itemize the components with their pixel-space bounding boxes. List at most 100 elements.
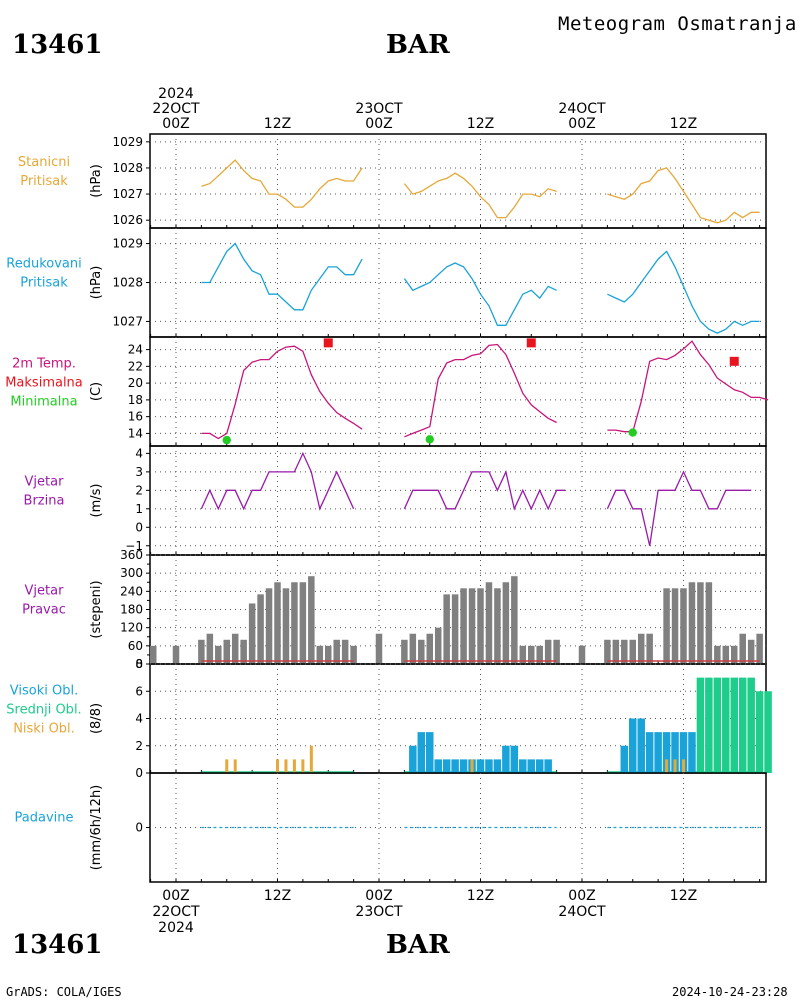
ytick-label-temperature-3: 20	[128, 376, 143, 390]
wind-dir-bar-55	[714, 645, 721, 664]
panel-frame-station_pressure	[149, 133, 767, 229]
wind-dir-bar-9	[257, 594, 264, 664]
wind-dir-bar-7	[240, 639, 247, 664]
panel-label-temperature-0: 2m Temp.	[12, 357, 76, 372]
ytick-label-precipitation-0: 0	[135, 821, 143, 835]
cloud-high-bar-4	[442, 759, 451, 773]
bottom-time-label-4-1: 24OCT	[558, 904, 606, 920]
panel-label-reduced_pressure-0: Redukovani	[6, 257, 81, 272]
cloud-low-bar-9	[673, 759, 677, 773]
ytick-label-wind_direction-2: 120	[120, 621, 143, 635]
series-line-temperature-2	[607, 340, 769, 433]
wind-dir-bar-52	[688, 582, 696, 664]
wind-dir-bar-8	[248, 603, 256, 664]
series-line-reduced_pressure-0	[201, 242, 363, 311]
wind-dir-bar-26	[434, 627, 442, 664]
wind-dir-bar-33	[494, 588, 501, 664]
cloud-low-bar-6	[309, 745, 313, 773]
cloud-high-bar-9	[485, 759, 493, 773]
bottom-time-label-5-0: 12Z	[670, 888, 697, 904]
footer-timestamp: 2024-10-24-23:28	[672, 985, 788, 999]
station-name-top: BAR	[386, 30, 450, 60]
cloud-high-bar-13	[519, 759, 527, 773]
wind-dir-bar-10	[265, 588, 273, 664]
cloud-mid-bar-1	[705, 677, 713, 773]
ytick-label-wind_speed-2: 1	[135, 502, 143, 516]
cloud-high-bar-10	[493, 759, 502, 773]
ytick-label-wind_direction-5: 300	[120, 566, 143, 580]
meteogram-title: Meteogram Osmatranja	[558, 13, 797, 35]
ytick-label-clouds-1: 2	[135, 739, 143, 753]
ytick-label-station_pressure-0: 1026	[112, 213, 143, 227]
wind-dir-bar-21	[375, 633, 383, 664]
panel-frame-reduced_pressure	[149, 227, 767, 338]
cloud-mid-bar-6	[747, 677, 755, 773]
ytick-label-temperature-4: 22	[128, 359, 143, 373]
ytick-label-wind_direction-4: 240	[120, 584, 143, 598]
cloud-low-bar-3	[284, 759, 288, 773]
series-line-temperature-0	[201, 345, 363, 440]
wind-dir-bar-20	[350, 645, 357, 664]
cloud-high-bar-23	[671, 732, 679, 773]
cloud-high-bar-19	[637, 718, 645, 773]
wind-dir-bar-31	[477, 588, 484, 664]
cloud-mid-bar-5	[738, 677, 747, 773]
panel-label-precipitation-0: Padavine	[15, 811, 74, 826]
unit-label-reduced_pressure: (hPa)	[89, 266, 104, 300]
ytick-label-temperature-1: 16	[128, 410, 143, 424]
cloud-low-bar-5	[301, 759, 305, 773]
top-time-label-0-2: 00Z	[162, 116, 189, 132]
ytick-label-station_pressure-1: 1027	[112, 187, 143, 201]
ytick-label-reduced_pressure-2: 1029	[112, 237, 143, 251]
ytick-label-wind_speed-3: 2	[135, 483, 143, 497]
series-line-station_pressure-0	[201, 159, 363, 208]
ytick-label-clouds-2: 4	[135, 712, 143, 726]
series-line-reduced_pressure-1	[403, 262, 557, 326]
wind-dir-bar-12	[282, 588, 290, 664]
top-time-label-0-1: 22OCT	[152, 101, 200, 117]
top-time-label-3-0: 12Z	[467, 116, 494, 132]
panel-label-wind_speed-0: Vjetar	[25, 475, 65, 490]
ytick-label-clouds-3: 6	[135, 684, 143, 698]
cloud-low-bar-1	[233, 759, 237, 773]
cloud-high-bar-8	[476, 759, 485, 773]
panel-label-clouds-1: Srednji Obl.	[6, 703, 81, 718]
wind-dir-bar-0	[150, 645, 157, 664]
wind-dir-bar-39	[544, 639, 552, 664]
wind-dir-bar-40	[553, 639, 560, 664]
cloud-high-bar-24	[679, 732, 688, 773]
wind-dir-bar-59	[747, 639, 755, 664]
wind-dir-bar-4	[215, 645, 222, 664]
cloud-low-bar-10	[682, 759, 685, 773]
wind-dir-bar-6	[231, 633, 239, 664]
ytick-label-station_pressure-2: 1028	[112, 161, 143, 175]
panel-frame-wind_speed	[149, 445, 767, 556]
wind-dir-bar-1	[172, 645, 180, 664]
cloud-high-bar-18	[629, 718, 637, 773]
ytick-label-clouds-4: 8	[135, 657, 143, 671]
tmin-point-0	[222, 435, 231, 445]
wind-dir-bar-24	[418, 639, 425, 664]
panel-label-station_pressure-1: Pritisak	[20, 174, 68, 189]
unit-label-clouds: (8/8)	[89, 703, 104, 734]
wind-dir-bar-58	[739, 633, 746, 664]
cloud-high-bar-1	[417, 732, 426, 773]
ytick-label-wind_speed-5: 4	[135, 446, 143, 460]
wind-dir-bar-37	[528, 645, 535, 664]
cloud-low-bar-0	[225, 759, 229, 773]
top-time-label-2-1: 00Z	[365, 116, 392, 132]
ytick-label-temperature-0: 14	[128, 426, 143, 440]
top-time-label-0-0: 2024	[158, 86, 194, 102]
ytick-label-temperature-5: 24	[128, 343, 143, 357]
panel-label-wind_direction-0: Vjetar	[25, 584, 65, 599]
bottom-time-label-0-1: 22OCT	[152, 904, 200, 920]
cloud-high-bar-25	[688, 732, 696, 773]
wind-dir-bar-46	[637, 633, 645, 664]
panel-label-temperature-2: Minimalna	[10, 395, 77, 410]
station-id-bottom: 13461	[12, 930, 103, 960]
unit-label-temperature: (C)	[89, 382, 104, 401]
wind-dir-bar-15	[308, 576, 315, 664]
cloud-mid-bar-0	[696, 677, 705, 773]
wind-dir-bar-27	[443, 594, 450, 664]
